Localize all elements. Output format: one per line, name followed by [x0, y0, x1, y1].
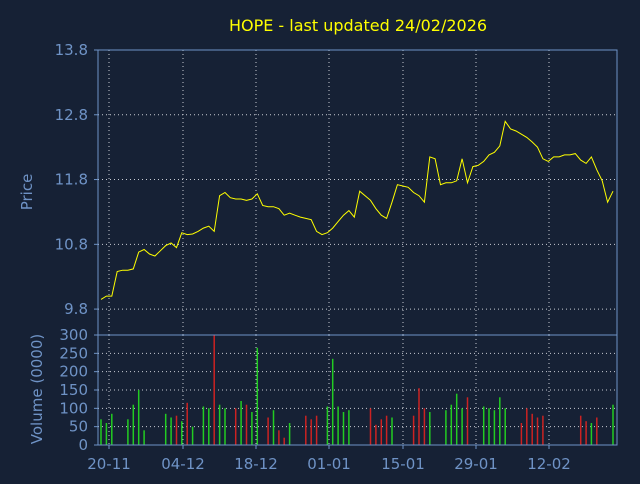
volume-axis-label: Volume (0000) [28, 334, 46, 444]
x-tick-label: 18-12 [234, 455, 278, 473]
volume-tick-label: 250 [59, 344, 88, 362]
price-plot-frame [97, 49, 618, 336]
volume-plot-frame [97, 334, 618, 446]
price-tick-label: 13.8 [55, 41, 88, 59]
x-tick-label: 20-11 [87, 455, 131, 473]
volume-tick-label: 0 [78, 436, 88, 454]
price-line [100, 120, 614, 300]
x-tick-label: 01-01 [307, 455, 351, 473]
price-tick-label: 11.8 [55, 171, 88, 189]
volume-tick-label: 50 [69, 418, 88, 436]
chart-title: HOPE - last updated 24/02/2026 [229, 16, 487, 35]
price-tick-label: 9.8 [64, 300, 88, 318]
price-tick-label: 10.8 [55, 235, 88, 253]
volume-tick-label: 100 [59, 399, 88, 417]
volume-tick-label: 200 [59, 363, 88, 381]
x-tick-label: 12-02 [527, 455, 571, 473]
price-axis-label: Price [18, 174, 36, 211]
x-tick-label: 04-12 [161, 455, 205, 473]
x-tick-label: 15-01 [381, 455, 425, 473]
price-panel: 9.8 10.8 11.8 12.8 13.8 [55, 41, 618, 336]
volume-tick-label: 300 [59, 326, 88, 344]
price-tick-label: 12.8 [55, 106, 88, 124]
x-tick-label: 29-01 [454, 455, 498, 473]
volume-tick-label: 150 [59, 381, 88, 399]
